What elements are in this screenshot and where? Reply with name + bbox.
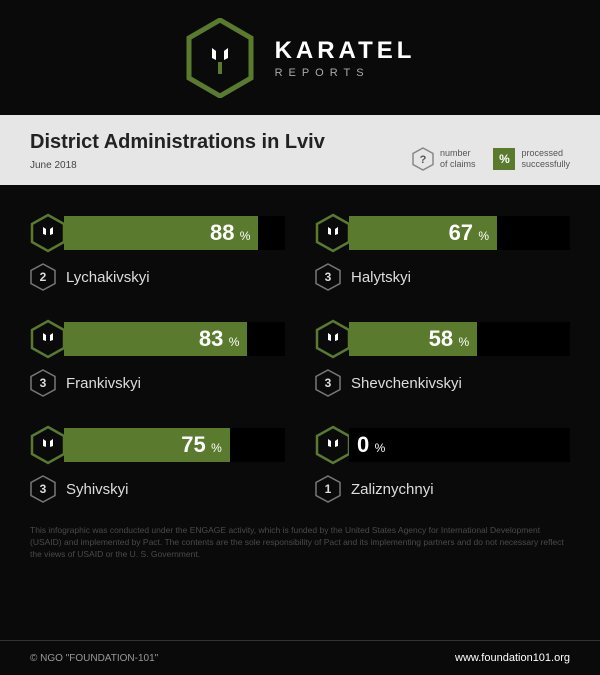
brand-text: KARATEL REPORTS bbox=[275, 37, 416, 79]
claims-count: 1 bbox=[325, 482, 332, 496]
bar-track: 88 % bbox=[64, 216, 285, 250]
legend-claims: ? numberof claims bbox=[412, 147, 476, 171]
bar-value: 75 % bbox=[181, 432, 222, 458]
bar-value: 88 % bbox=[210, 220, 251, 246]
footer: © NGO "FOUNDATION-101" www.foundation101… bbox=[0, 640, 600, 675]
district-card: 58 % 3 Shevchenkivskyi bbox=[315, 319, 570, 397]
claims-count: 2 bbox=[40, 270, 47, 284]
legend: ? numberof claims % processedsuccessfull… bbox=[412, 147, 570, 171]
mask-hexagon-icon bbox=[315, 213, 351, 253]
district-meta: 3 Frankivskyi bbox=[30, 369, 285, 397]
footer-copyright: © NGO "FOUNDATION-101" bbox=[30, 653, 158, 664]
claims-hexagon-icon: 3 bbox=[315, 369, 341, 397]
bar-row: 83 % bbox=[30, 319, 285, 359]
bar-fill: 75 % bbox=[64, 428, 230, 462]
district-card: 67 % 3 Halytskyi bbox=[315, 213, 570, 291]
district-card: 88 % 2 Lychakivskyi bbox=[30, 213, 285, 291]
bar-fill: 58 % bbox=[349, 322, 477, 356]
bar-value: 83 % bbox=[199, 326, 240, 352]
claims-count: 3 bbox=[40, 482, 47, 496]
bar-fill: 67 % bbox=[349, 216, 497, 250]
mask-hexagon-icon bbox=[315, 425, 351, 465]
district-name: Syhivskyi bbox=[66, 481, 129, 498]
main-panel: 88 % 2 Lychakivskyi 67 % 3 Hal bbox=[0, 185, 600, 640]
bar-track: 83 % bbox=[64, 322, 285, 356]
mask-hexagon-icon bbox=[30, 425, 66, 465]
brand-sub: REPORTS bbox=[275, 67, 416, 79]
mask-hexagon-icon bbox=[30, 319, 66, 359]
district-name: Zaliznychnyi bbox=[351, 481, 434, 498]
percent-badge-icon: % bbox=[493, 148, 515, 170]
district-name: Lychakivskyi bbox=[66, 269, 150, 286]
bar-row: 88 % bbox=[30, 213, 285, 253]
claims-hexagon-icon: 3 bbox=[315, 263, 341, 291]
legend-pct-label: processedsuccessfully bbox=[521, 148, 570, 170]
bar-fill: 83 % bbox=[64, 322, 247, 356]
legend-pct: % processedsuccessfully bbox=[493, 148, 570, 170]
bar-track: 0 % bbox=[349, 428, 570, 462]
hexagon-icon: ? bbox=[412, 147, 434, 171]
district-meta: 3 Halytskyi bbox=[315, 263, 570, 291]
bar-row: 75 % bbox=[30, 425, 285, 465]
bar-value: 0 % bbox=[357, 432, 385, 458]
claims-count: 3 bbox=[40, 376, 47, 390]
claims-hexagon-icon: 1 bbox=[315, 475, 341, 503]
bar-value: 58 % bbox=[429, 326, 470, 352]
bar-value: 67 % bbox=[449, 220, 490, 246]
claims-hexagon-icon: 3 bbox=[30, 475, 56, 503]
claims-count: 3 bbox=[325, 270, 332, 284]
district-card: 75 % 3 Syhivskyi bbox=[30, 425, 285, 503]
mask-hexagon-icon bbox=[30, 213, 66, 253]
bar-row: 0 % bbox=[315, 425, 570, 465]
mask-hexagon-icon bbox=[315, 319, 351, 359]
district-name: Halytskyi bbox=[351, 269, 411, 286]
district-card: 0 % 1 Zaliznychnyi bbox=[315, 425, 570, 503]
district-meta: 3 Syhivskyi bbox=[30, 475, 285, 503]
bar-row: 58 % bbox=[315, 319, 570, 359]
bar-track: 67 % bbox=[349, 216, 570, 250]
header-band: KARATEL REPORTS bbox=[0, 0, 600, 115]
district-meta: 2 Lychakivskyi bbox=[30, 263, 285, 291]
brand-main: KARATEL bbox=[275, 37, 416, 65]
district-name: Shevchenkivskyi bbox=[351, 375, 462, 392]
bar-track: 58 % bbox=[349, 322, 570, 356]
disclaimer-text: This infographic was conducted under the… bbox=[30, 525, 570, 561]
district-meta: 1 Zaliznychnyi bbox=[315, 475, 570, 503]
legend-claims-label: numberof claims bbox=[440, 148, 476, 170]
district-name: Frankivskyi bbox=[66, 375, 141, 392]
district-grid: 88 % 2 Lychakivskyi 67 % 3 Hal bbox=[30, 213, 570, 503]
district-card: 83 % 3 Frankivskyi bbox=[30, 319, 285, 397]
bar-fill: 88 % bbox=[64, 216, 258, 250]
svg-text:?: ? bbox=[420, 154, 427, 166]
bar-row: 67 % bbox=[315, 213, 570, 253]
district-meta: 3 Shevchenkivskyi bbox=[315, 369, 570, 397]
claims-hexagon-icon: 3 bbox=[30, 369, 56, 397]
claims-hexagon-icon: 2 bbox=[30, 263, 56, 291]
brand-logo-icon bbox=[185, 18, 255, 98]
bar-track: 75 % bbox=[64, 428, 285, 462]
title-band: District Administrations in Lviv June 20… bbox=[0, 115, 600, 185]
claims-count: 3 bbox=[325, 376, 332, 390]
footer-url: www.foundation101.org bbox=[455, 652, 570, 664]
